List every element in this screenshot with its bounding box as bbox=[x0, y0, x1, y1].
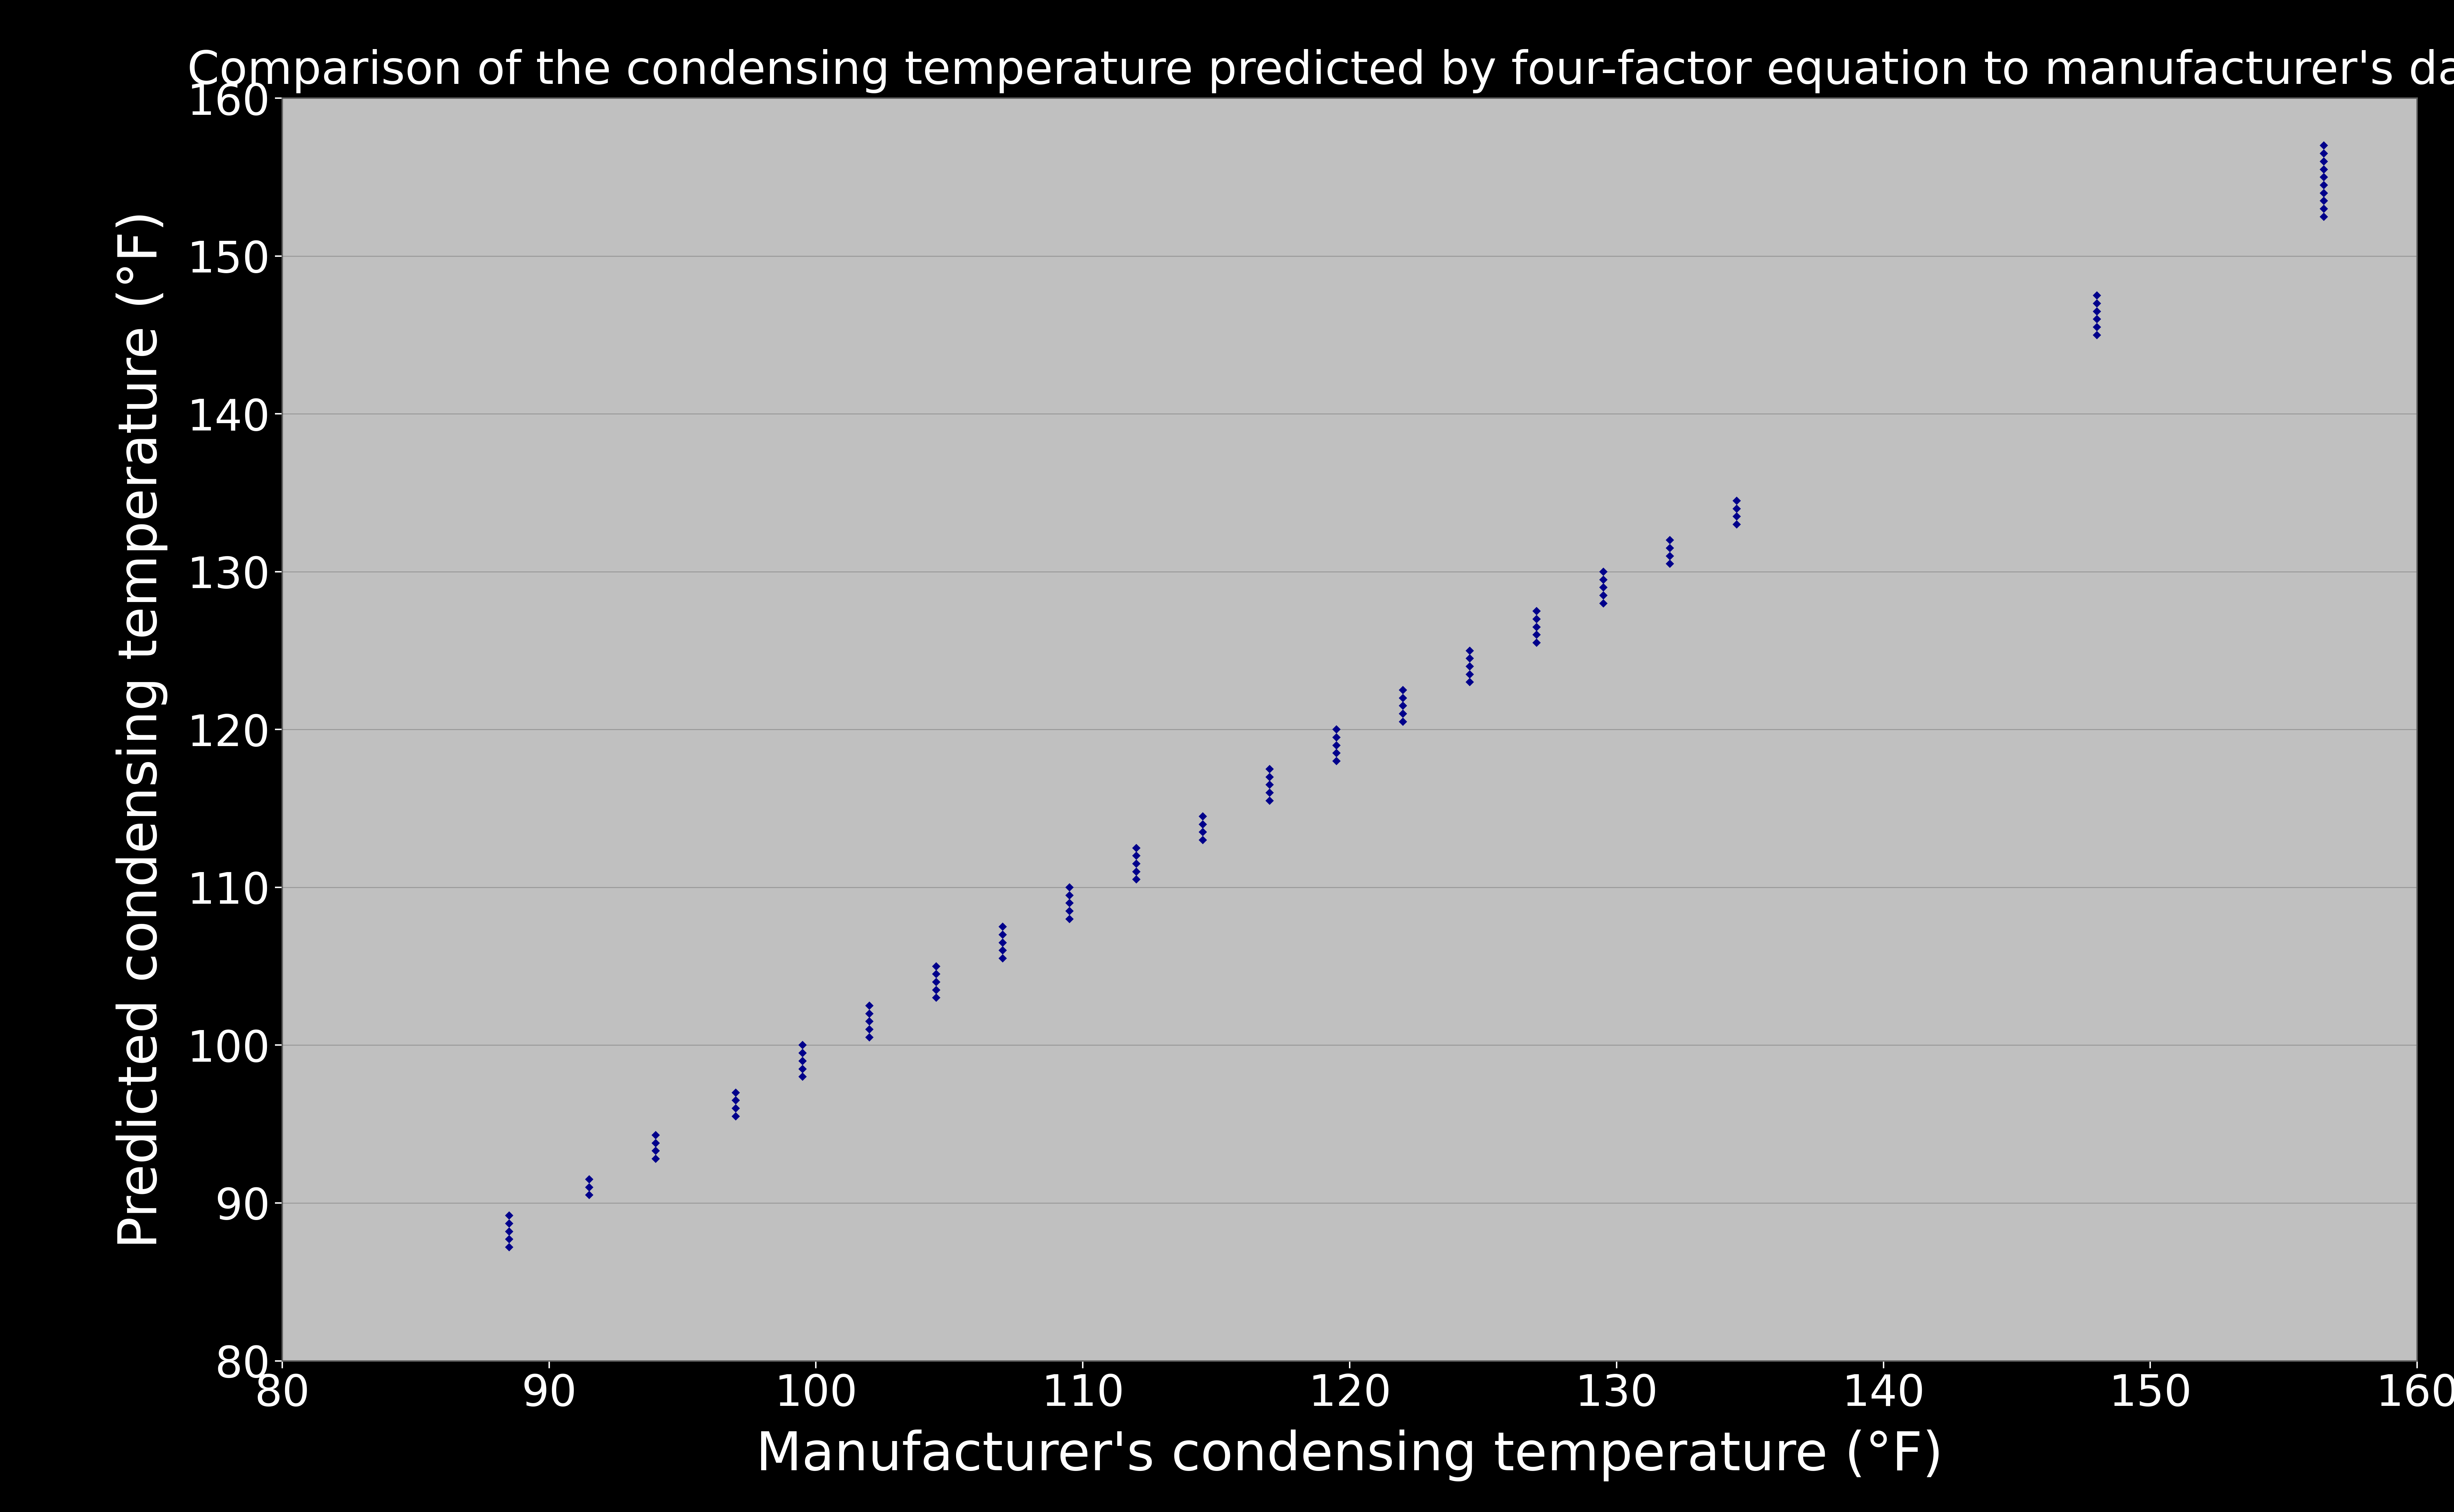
X-axis label: Manufacturer's condensing temperature (°F): Manufacturer's condensing temperature (°… bbox=[756, 1429, 1944, 1482]
Y-axis label: Predicted condensing temperature (°F): Predicted condensing temperature (°F) bbox=[115, 210, 167, 1249]
Title: Comparison of the condensing temperature predicted by four-factor equation to ma: Comparison of the condensing temperature… bbox=[187, 48, 2454, 94]
